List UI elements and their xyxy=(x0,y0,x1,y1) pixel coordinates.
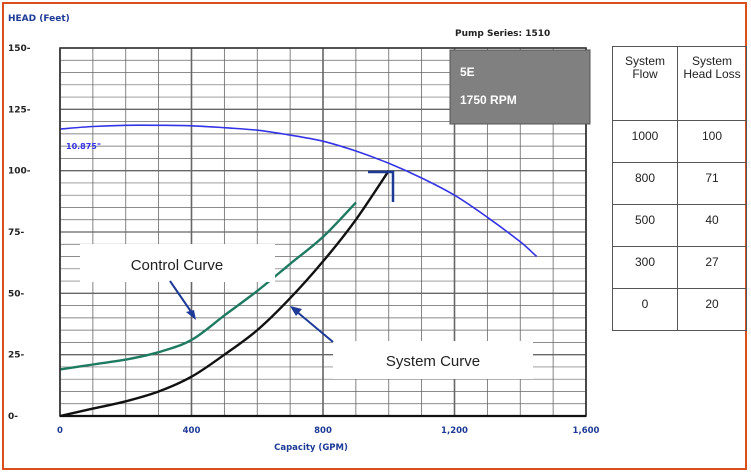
x-tick-label: 0 xyxy=(57,426,63,436)
speed-label: 1750 RPM xyxy=(460,93,517,107)
table-cell: 100 xyxy=(677,120,747,163)
control-curve-label: Control Curve xyxy=(131,257,224,274)
x-tick-label: 400 xyxy=(183,426,201,436)
table-cell: 1000 xyxy=(612,120,678,163)
system-curve-arrow xyxy=(295,310,334,343)
table-cell: 300 xyxy=(612,246,678,289)
x-tick-label: 1,600 xyxy=(573,426,600,436)
y-tick-label: 0- xyxy=(8,412,18,422)
table-header-head-loss: System Head Loss xyxy=(677,46,747,121)
model-box-bg xyxy=(449,49,591,125)
system-curve-arrowhead xyxy=(290,306,302,316)
y-tick-label: 125- xyxy=(8,105,31,115)
table-cell: 800 xyxy=(612,162,678,205)
table-cell: 20 xyxy=(677,288,747,331)
table-row: 1000 100 xyxy=(612,120,747,163)
table-cell: 0 xyxy=(612,288,678,331)
table-row: 0 20 xyxy=(612,288,747,331)
y-tick-label: 50- xyxy=(8,289,25,299)
y-tick-label: 100- xyxy=(8,167,31,177)
operating-point-bracket xyxy=(368,170,395,202)
table-header-flow: System Flow xyxy=(612,46,678,121)
system-curve-line xyxy=(59,170,390,418)
x-tick-label: 800 xyxy=(314,426,332,436)
table-row: 500 40 xyxy=(612,204,747,247)
y-axis-title: HEAD (Feet) xyxy=(8,14,70,24)
table-cell: 40 xyxy=(677,204,747,247)
table-row: 300 27 xyxy=(612,246,747,289)
pump-curve-line xyxy=(59,124,538,258)
y-tick-label: 150- xyxy=(8,44,31,54)
control-curve-callout: Control Curve xyxy=(80,244,275,320)
table-row: 800 71 xyxy=(612,162,747,205)
pump-series-label: Pump Series: 1510 xyxy=(455,29,550,39)
y-tick-label: 25- xyxy=(8,351,25,361)
system-curve-label: System Curve xyxy=(386,353,480,370)
y-tick-label: 75- xyxy=(8,228,25,238)
x-tick-label: 1,200 xyxy=(441,426,468,436)
table-header-row: System Flow System Head Loss xyxy=(612,46,747,121)
control-curve-arrow xyxy=(169,280,195,317)
system-curve-box xyxy=(333,341,533,379)
control-curve-box xyxy=(80,244,275,282)
impeller-diameter-label: 10.875" xyxy=(66,142,101,151)
axes xyxy=(59,47,587,418)
control-curve-arrowhead xyxy=(186,310,196,320)
system-table: System Flow System Head Loss 1000 100 800… xyxy=(612,46,747,331)
table-cell: 27 xyxy=(677,246,747,289)
x-axis-title: Capacity (GPM) xyxy=(274,443,348,453)
model-box: 5E 1750 RPM xyxy=(449,49,591,125)
table-cell: 500 xyxy=(612,204,678,247)
control-curve-line xyxy=(59,201,357,371)
series-lines xyxy=(59,124,538,418)
system-curve-callout: System Curve xyxy=(290,306,533,379)
tick-labels: 0- 25- 50- 75- 100- 125- 150- 0 400 800 1,200 1,600 xyxy=(8,44,600,436)
table-cell: 71 xyxy=(677,162,747,205)
operating-point-marker xyxy=(368,170,395,202)
model-label: 5E xyxy=(460,65,475,79)
